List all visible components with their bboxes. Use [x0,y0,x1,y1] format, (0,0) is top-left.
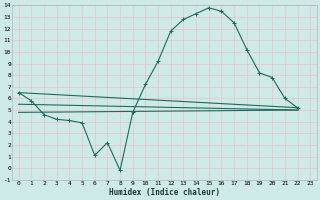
X-axis label: Humidex (Indice chaleur): Humidex (Indice chaleur) [109,188,220,197]
